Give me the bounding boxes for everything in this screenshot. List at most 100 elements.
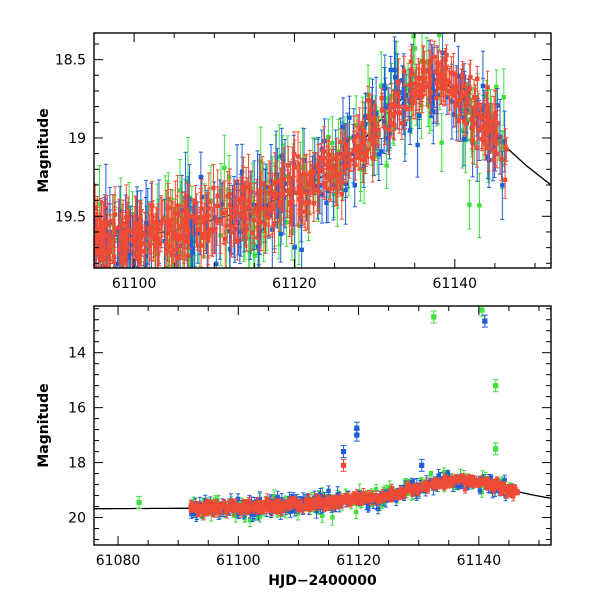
- data-point: [226, 175, 232, 180]
- data-point: [212, 226, 218, 232]
- data-point: [235, 238, 240, 244]
- data-point: [171, 235, 177, 241]
- data-point: [204, 221, 209, 227]
- data-point: [477, 203, 482, 208]
- data-point: [428, 471, 434, 476]
- data-point: [467, 202, 472, 207]
- data-point: [430, 76, 436, 81]
- data-point: [431, 54, 437, 60]
- y-tick-label: 19: [68, 131, 86, 147]
- data-point: [503, 144, 508, 149]
- data-point: [176, 237, 181, 242]
- data-point: [470, 138, 475, 143]
- data-point: [105, 270, 109, 274]
- data-point: [490, 126, 495, 131]
- data-point: [86, 230, 90, 234]
- data-point: [382, 83, 387, 89]
- data-point: [281, 177, 287, 182]
- data-point: [343, 164, 348, 170]
- data-point: [162, 238, 167, 244]
- data-point: [375, 140, 380, 145]
- data-point: [107, 235, 113, 240]
- data-point: [391, 102, 397, 107]
- data-point: [500, 183, 505, 188]
- data-point: [110, 218, 116, 223]
- data-point: [363, 151, 368, 156]
- data-point: [322, 138, 327, 144]
- data-point: [381, 119, 387, 124]
- data-point: [371, 125, 376, 131]
- data-point: [75, 227, 79, 231]
- data-point: [234, 180, 240, 185]
- data-point: [435, 85, 441, 91]
- data-point: [504, 147, 509, 152]
- data-point: [84, 248, 88, 252]
- y-tick-label: 19.5: [55, 209, 86, 225]
- data-point: [353, 143, 359, 149]
- data-point: [447, 88, 453, 94]
- data-point: [324, 174, 329, 180]
- data-point: [78, 266, 82, 270]
- data-point: [279, 183, 284, 189]
- data-point: [327, 171, 332, 176]
- data-point: [417, 113, 422, 119]
- data-point: [72, 241, 76, 245]
- data-point: [214, 261, 219, 267]
- data-point: [68, 246, 72, 250]
- data-point: [356, 155, 361, 160]
- data-point: [205, 238, 211, 243]
- data-point: [476, 127, 481, 133]
- data-point: [460, 83, 466, 88]
- data-point: [473, 95, 478, 101]
- data-point: [422, 76, 428, 81]
- data-point: [238, 200, 243, 205]
- data-point: [79, 226, 83, 230]
- data-point: [484, 110, 490, 116]
- data-point: [482, 142, 488, 147]
- data-point: [170, 230, 176, 235]
- data-point: [198, 243, 204, 248]
- data-point: [96, 248, 101, 254]
- data-point: [357, 126, 362, 132]
- data-point: [338, 139, 343, 145]
- data-point: [95, 214, 100, 220]
- data-point: [271, 494, 277, 499]
- data-point: [443, 66, 449, 71]
- data-point: [329, 160, 335, 166]
- data-point: [428, 90, 434, 95]
- data-point: [384, 163, 389, 168]
- data-point: [252, 208, 257, 214]
- data-point: [128, 234, 133, 240]
- data-point: [249, 230, 254, 235]
- data-point: [211, 185, 216, 191]
- data-point: [160, 216, 166, 221]
- data-point: [74, 269, 78, 273]
- data-point: [439, 140, 444, 145]
- data-point: [491, 157, 496, 162]
- data-point: [127, 228, 132, 234]
- data-point: [185, 203, 191, 208]
- data-point: [432, 88, 437, 94]
- data-point: [459, 90, 464, 95]
- data-point: [222, 165, 227, 171]
- data-point: [343, 142, 349, 147]
- x-tick-label: 61100: [112, 276, 157, 292]
- data-point: [188, 221, 193, 227]
- data-point: [415, 142, 420, 148]
- data-point: [194, 220, 199, 225]
- data-point: [138, 235, 144, 241]
- data-point: [174, 253, 179, 258]
- x-tick-label: 61140: [433, 276, 478, 292]
- data-point: [157, 241, 162, 247]
- data-point: [281, 192, 286, 197]
- data-point: [151, 236, 156, 241]
- data-point: [379, 108, 385, 113]
- data-point: [321, 180, 326, 186]
- data-point: [355, 133, 361, 139]
- data-point: [467, 86, 472, 92]
- data-point: [475, 111, 480, 117]
- data-point: [237, 212, 243, 217]
- data-point: [322, 183, 328, 189]
- data-point: [71, 245, 75, 249]
